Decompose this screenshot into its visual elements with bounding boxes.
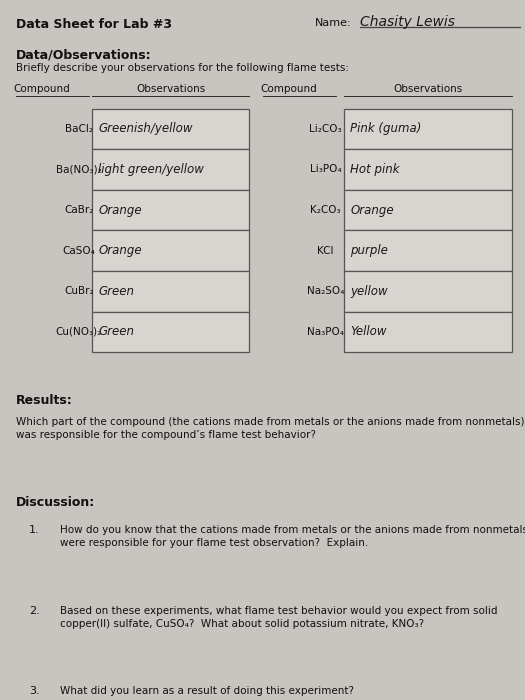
FancyBboxPatch shape [344, 312, 512, 352]
Text: CuBr₂: CuBr₂ [64, 286, 93, 296]
Text: Ba(NO₃)₂: Ba(NO₃)₂ [56, 164, 102, 174]
Text: KCl: KCl [317, 246, 334, 256]
Text: K₂CO₃: K₂CO₃ [310, 205, 341, 215]
Text: Orange: Orange [98, 244, 142, 257]
Text: Which part of the compound (the cations made from metals or the anions made from: Which part of the compound (the cations … [16, 416, 524, 440]
Text: Green: Green [98, 285, 134, 298]
Text: Li₃PO₄: Li₃PO₄ [310, 164, 341, 174]
Text: Na₂SO₄: Na₂SO₄ [307, 286, 344, 296]
FancyBboxPatch shape [344, 190, 512, 230]
Text: How do you know that the cations made from metals or the anions made from nonmet: How do you know that the cations made fr… [60, 525, 525, 548]
Text: Based on these experiments, what flame test behavior would you expect from solid: Based on these experiments, what flame t… [60, 606, 498, 629]
FancyBboxPatch shape [92, 108, 249, 149]
Text: Name:: Name: [315, 18, 352, 27]
Text: Li₂CO₃: Li₂CO₃ [309, 124, 342, 134]
Text: 3.: 3. [29, 686, 39, 696]
Text: Observations: Observations [136, 85, 205, 95]
Text: What did you learn as a result of doing this experiment?: What did you learn as a result of doing … [60, 686, 354, 696]
Text: Greenish/yellow: Greenish/yellow [98, 122, 193, 135]
Text: Chasity Lewis: Chasity Lewis [360, 15, 455, 29]
Text: purple: purple [350, 244, 388, 257]
FancyBboxPatch shape [92, 312, 249, 352]
Text: Na₃PO₄: Na₃PO₄ [307, 327, 344, 337]
Text: yellow: yellow [350, 285, 388, 298]
FancyBboxPatch shape [92, 149, 249, 190]
Text: Compound: Compound [260, 85, 317, 95]
Text: Hot pink: Hot pink [350, 163, 400, 176]
Text: Yellow: Yellow [350, 326, 387, 338]
Text: 1.: 1. [29, 525, 39, 535]
Text: Cu(NO₃)₂: Cu(NO₃)₂ [56, 327, 102, 337]
Text: light green/yellow: light green/yellow [98, 163, 204, 176]
Text: Results:: Results: [16, 394, 72, 407]
FancyBboxPatch shape [344, 230, 512, 271]
FancyBboxPatch shape [344, 271, 512, 312]
Text: Pink (guma): Pink (guma) [350, 122, 422, 135]
Text: Compound: Compound [14, 85, 70, 95]
Text: CaSO₄: CaSO₄ [62, 246, 95, 256]
Text: Data/Observations:: Data/Observations: [16, 49, 151, 62]
Text: Discussion:: Discussion: [16, 496, 95, 509]
Text: Data Sheet for Lab #3: Data Sheet for Lab #3 [16, 18, 172, 31]
FancyBboxPatch shape [92, 271, 249, 312]
Text: Orange: Orange [350, 204, 394, 216]
FancyBboxPatch shape [344, 108, 512, 149]
FancyBboxPatch shape [92, 190, 249, 230]
Text: Green: Green [98, 326, 134, 338]
Text: Orange: Orange [98, 204, 142, 216]
Text: Observations: Observations [393, 85, 463, 95]
FancyBboxPatch shape [92, 230, 249, 271]
Text: BaCl₂: BaCl₂ [65, 124, 93, 134]
Text: 2.: 2. [29, 606, 39, 615]
FancyBboxPatch shape [344, 149, 512, 190]
Text: Briefly describe your observations for the following flame tests:: Briefly describe your observations for t… [16, 63, 349, 73]
Text: CaBr₂: CaBr₂ [64, 205, 93, 215]
